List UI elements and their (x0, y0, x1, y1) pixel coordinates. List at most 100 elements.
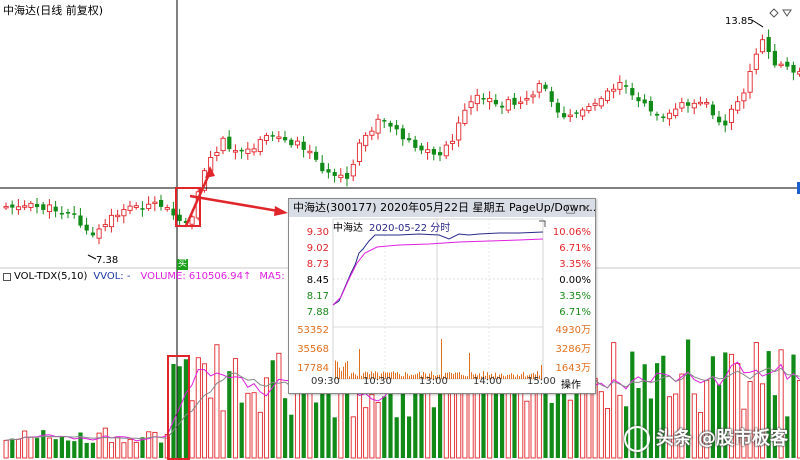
intraday-volume-bar (451, 372, 452, 379)
volume-bar (201, 363, 208, 459)
candle-body (449, 140, 456, 144)
volume-bar (673, 393, 679, 459)
checkbox-icon[interactable] (3, 272, 11, 281)
candle-body (704, 102, 710, 105)
triangle-down-icon[interactable] (782, 9, 792, 17)
volume-bar (375, 402, 381, 459)
volume-bar (96, 432, 102, 459)
intraday-volume-bar (441, 339, 442, 379)
candle-body (320, 162, 325, 172)
annotation-arrow-right (189, 194, 279, 213)
indicator-name[interactable]: VOL-TDX(5,10) (14, 271, 88, 282)
popup-titlebar[interactable]: 中海达(300177) 2020年05月22日 星期五 PageUp/Down:… (289, 199, 595, 217)
maximize-icon[interactable]: □ (565, 202, 576, 215)
intraday-volume-bar (503, 375, 504, 379)
popup-title-text: 中海达(300177) 2020年05月22日 星期五 PageUp/Down:… (293, 201, 595, 214)
watermark: 头条 @股市板客 (623, 424, 788, 452)
low-marker-line (87, 254, 97, 260)
intraday-volume-bar (335, 360, 336, 379)
volume-bar (283, 398, 288, 458)
candle-body (580, 109, 586, 117)
action-button[interactable]: 操作 (561, 380, 581, 391)
intraday-volume-bar (513, 374, 514, 379)
candle-body (127, 205, 133, 211)
volume-bar (127, 438, 133, 459)
volume-bar (661, 355, 666, 458)
intraday-volume-bar (457, 372, 458, 379)
candle-body (505, 99, 511, 111)
candle-body (388, 122, 393, 127)
candle-body (35, 203, 40, 208)
candle-body (425, 149, 431, 153)
volume-bar (562, 378, 567, 458)
candle-body (592, 102, 598, 106)
volume-bar (778, 349, 784, 459)
candle-body (314, 151, 319, 160)
intraday-volume-bar (437, 375, 438, 379)
intraday-volume-bar (449, 372, 450, 379)
volume-bar (598, 391, 604, 459)
candle-body (3, 205, 9, 209)
volume-bar (46, 437, 53, 459)
pct-tick: 10.06% (552, 227, 591, 238)
candle-body (28, 202, 34, 208)
intraday-volume-bar (405, 372, 406, 379)
intraday-volume-bar (433, 375, 434, 379)
candle-body (15, 206, 22, 211)
candle-body (747, 71, 753, 93)
volume-bar (326, 357, 331, 458)
diamond-icon[interactable] (769, 8, 779, 18)
volume-bar (208, 397, 214, 459)
volume-bar (345, 392, 350, 458)
candle-body (493, 99, 498, 105)
intraday-volume-bar (385, 372, 386, 379)
intraday-volume-bar (459, 372, 460, 379)
price-tick: 8.17 (306, 291, 329, 302)
candle-body (270, 135, 275, 137)
volume-bar (183, 359, 188, 458)
volume-bar (400, 351, 405, 458)
candle-body (115, 214, 121, 218)
intraday-volume-bar (357, 375, 358, 379)
vol-axis-right: 4930万 3286万 1643万 (547, 321, 591, 378)
intraday-volume-bar (447, 372, 448, 379)
candle-body (108, 214, 115, 228)
candle-body (481, 97, 486, 100)
pct-tick: 6.71% (559, 243, 591, 254)
candle-body (543, 84, 548, 89)
candle-body (350, 163, 356, 177)
candle-body (407, 138, 412, 141)
intraday-volume-bar (519, 376, 520, 379)
price-tick: 9.02 (306, 243, 329, 254)
volume-bar (41, 430, 46, 458)
candle-body (759, 39, 766, 53)
candle-body (530, 94, 536, 98)
volume-bar (245, 392, 251, 459)
candlesticks (3, 29, 800, 245)
intraday-volume-bar (371, 371, 372, 379)
indicator-vvol: VVOL: - (93, 271, 131, 282)
intraday-popup-window[interactable]: 中海达(300177) 2020年05月22日 星期五 PageUp/Down:… (288, 198, 596, 394)
intraday-volume-bar (507, 374, 508, 379)
intraday-volume-bar (515, 376, 516, 379)
volume-bar (766, 351, 771, 458)
volume-bar (611, 342, 617, 459)
volume-bar (232, 358, 239, 459)
intraday-chart[interactable] (289, 217, 595, 393)
intraday-volume-bar (443, 376, 444, 379)
buy-signal-mark: 买 (177, 259, 188, 270)
intraday-volume-bar (399, 374, 400, 379)
intraday-volume-bar (463, 375, 464, 379)
volume-bar (741, 408, 747, 459)
pct-axis: 10.06% 6.71% 3.35% 0.00% 3.35% 6.71% (547, 225, 591, 321)
volume-bar (580, 383, 586, 459)
candle-body (630, 88, 635, 96)
candle-body (567, 114, 573, 118)
candle-body (232, 150, 239, 153)
intraday-volume-bar (419, 371, 420, 379)
candle-body (41, 204, 46, 210)
candle-body (84, 224, 89, 231)
close-icon[interactable]: ✕ (581, 202, 591, 215)
intraday-volume-bar (471, 372, 472, 379)
volume-bar (382, 396, 387, 458)
